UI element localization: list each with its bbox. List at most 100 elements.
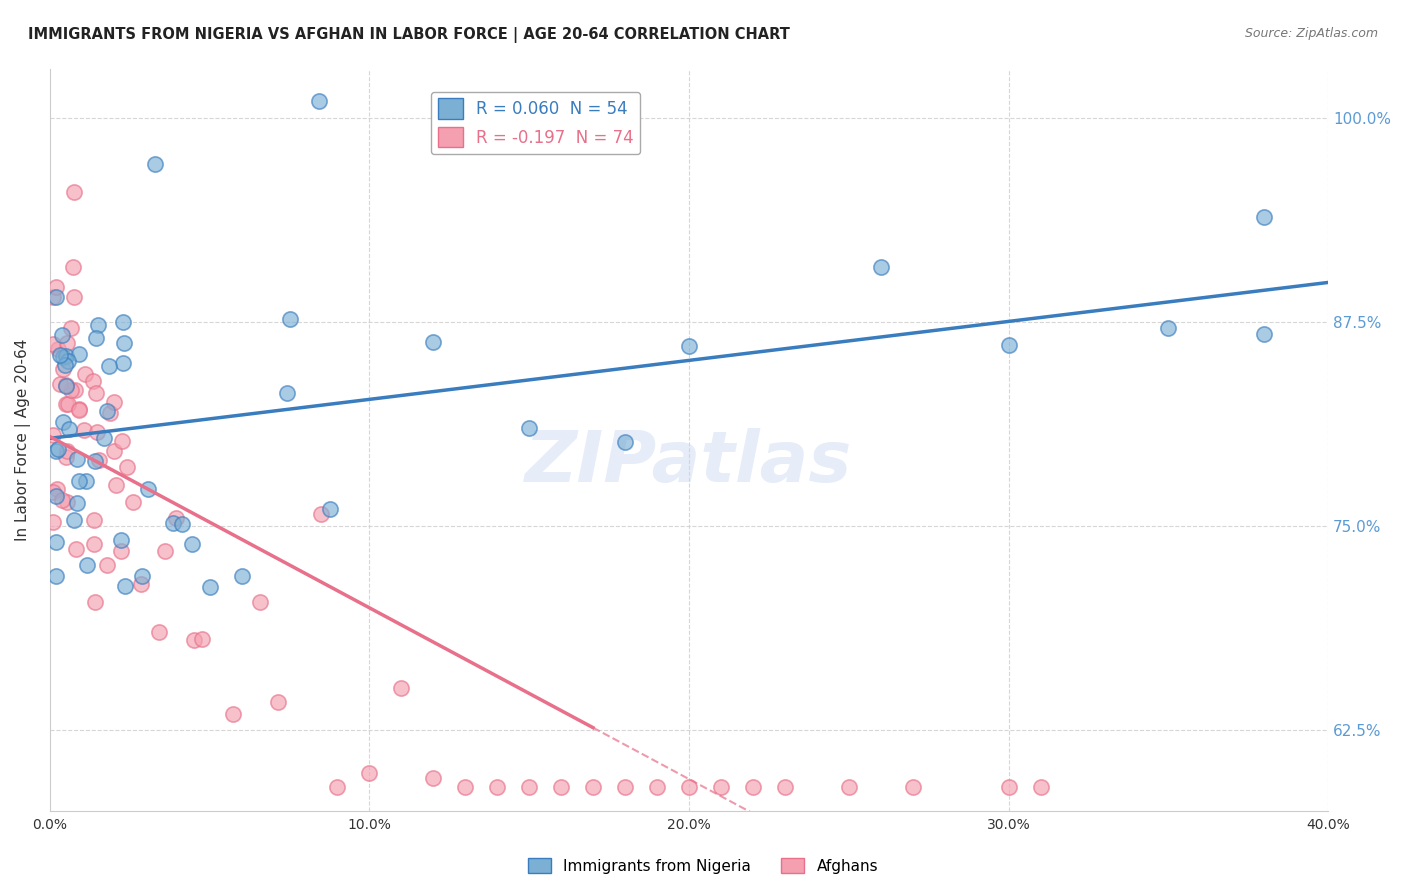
- Immigrants from Nigeria: [678, 339, 700, 353]
- Afghans: [84, 386, 107, 401]
- Afghans: [55, 450, 77, 464]
- Afghans: [997, 780, 1019, 794]
- Immigrants from Nigeria: [997, 338, 1019, 352]
- Afghans: [309, 507, 332, 521]
- Afghans: [103, 444, 125, 458]
- Immigrants from Nigeria: [55, 379, 77, 393]
- Afghans: [614, 780, 637, 794]
- Afghans: [710, 780, 733, 794]
- Afghans: [49, 377, 72, 392]
- Afghans: [83, 537, 105, 551]
- Immigrants from Nigeria: [114, 336, 136, 351]
- Afghans: [73, 423, 96, 437]
- Afghans: [56, 444, 79, 458]
- Immigrants from Nigeria: [87, 318, 110, 332]
- Afghans: [249, 595, 271, 609]
- Afghans: [103, 394, 125, 409]
- Afghans: [165, 511, 187, 525]
- Afghans: [51, 492, 73, 507]
- Afghans: [422, 771, 444, 785]
- Afghans: [62, 260, 84, 274]
- Immigrants from Nigeria: [45, 535, 67, 549]
- Afghans: [63, 383, 86, 397]
- Afghans: [58, 397, 80, 411]
- Immigrants from Nigeria: [58, 422, 80, 436]
- Afghans: [110, 544, 132, 558]
- Text: IMMIGRANTS FROM NIGERIA VS AFGHAN IN LABOR FORCE | AGE 20-64 CORRELATION CHART: IMMIGRANTS FROM NIGERIA VS AFGHAN IN LAB…: [28, 27, 790, 43]
- Immigrants from Nigeria: [308, 94, 330, 108]
- Immigrants from Nigeria: [51, 328, 73, 343]
- Afghans: [84, 595, 107, 609]
- Text: Source: ZipAtlas.com: Source: ZipAtlas.com: [1244, 27, 1378, 40]
- Afghans: [267, 695, 290, 709]
- Afghans: [486, 780, 509, 794]
- Immigrants from Nigeria: [170, 517, 193, 532]
- Afghans: [183, 632, 205, 647]
- Afghans: [111, 434, 134, 448]
- Immigrants from Nigeria: [1253, 210, 1275, 224]
- Afghans: [45, 280, 67, 294]
- Immigrants from Nigeria: [53, 358, 76, 372]
- Afghans: [60, 384, 83, 398]
- Immigrants from Nigeria: [93, 431, 115, 445]
- Afghans: [773, 780, 796, 794]
- Afghans: [42, 515, 65, 529]
- Immigrants from Nigeria: [66, 496, 89, 510]
- Afghans: [389, 681, 412, 696]
- Immigrants from Nigeria: [75, 475, 97, 489]
- Immigrants from Nigeria: [181, 537, 204, 551]
- Afghans: [87, 452, 110, 467]
- Immigrants from Nigeria: [45, 290, 67, 304]
- Immigrants from Nigeria: [422, 334, 444, 349]
- Afghans: [63, 185, 86, 199]
- Immigrants from Nigeria: [84, 454, 107, 468]
- Afghans: [67, 403, 90, 417]
- Immigrants from Nigeria: [869, 260, 891, 274]
- Immigrants from Nigeria: [276, 385, 298, 400]
- Immigrants from Nigeria: [56, 354, 79, 368]
- Afghans: [98, 406, 121, 420]
- Afghans: [148, 624, 170, 639]
- Afghans: [517, 780, 540, 794]
- Afghans: [65, 541, 87, 556]
- Immigrants from Nigeria: [114, 579, 136, 593]
- Afghans: [59, 321, 82, 335]
- Immigrants from Nigeria: [111, 314, 134, 328]
- Immigrants from Nigeria: [278, 311, 301, 326]
- Immigrants from Nigeria: [45, 489, 67, 503]
- Afghans: [75, 367, 97, 381]
- Immigrants from Nigeria: [162, 516, 184, 530]
- Afghans: [678, 780, 700, 794]
- Immigrants from Nigeria: [1253, 326, 1275, 341]
- Legend: R = 0.060  N = 54, R = -0.197  N = 74: R = 0.060 N = 54, R = -0.197 N = 74: [430, 92, 640, 154]
- Afghans: [46, 482, 69, 496]
- Afghans: [117, 460, 139, 475]
- Afghans: [56, 495, 79, 509]
- Immigrants from Nigeria: [1157, 320, 1180, 334]
- Afghans: [191, 632, 214, 646]
- Afghans: [86, 425, 108, 439]
- Afghans: [550, 780, 572, 794]
- Afghans: [1029, 780, 1052, 794]
- Afghans: [153, 544, 176, 558]
- Afghans: [42, 427, 65, 442]
- Immigrants from Nigeria: [46, 442, 69, 457]
- Afghans: [582, 780, 605, 794]
- Immigrants from Nigeria: [112, 356, 135, 370]
- Afghans: [645, 780, 668, 794]
- Afghans: [741, 780, 763, 794]
- Immigrants from Nigeria: [96, 403, 118, 417]
- Immigrants from Nigeria: [52, 350, 75, 364]
- Afghans: [131, 576, 153, 591]
- Afghans: [42, 290, 65, 304]
- Afghans: [83, 513, 105, 527]
- Immigrants from Nigeria: [45, 444, 67, 458]
- Afghans: [104, 477, 127, 491]
- Immigrants from Nigeria: [143, 157, 166, 171]
- Immigrants from Nigeria: [110, 533, 132, 548]
- Afghans: [55, 378, 77, 392]
- Afghans: [67, 402, 90, 417]
- Afghans: [96, 558, 118, 573]
- Afghans: [838, 780, 860, 794]
- Immigrants from Nigeria: [517, 421, 540, 435]
